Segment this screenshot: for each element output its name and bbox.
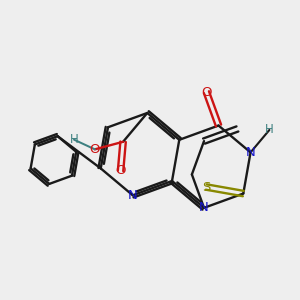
Text: N: N [128,189,138,202]
Text: O: O [115,164,126,177]
Text: H: H [70,133,78,146]
Text: S: S [202,181,211,194]
Text: O: O [201,86,211,99]
Text: H: H [265,124,274,136]
Text: O: O [90,143,100,156]
Text: N: N [246,146,255,159]
Text: N: N [199,201,209,214]
